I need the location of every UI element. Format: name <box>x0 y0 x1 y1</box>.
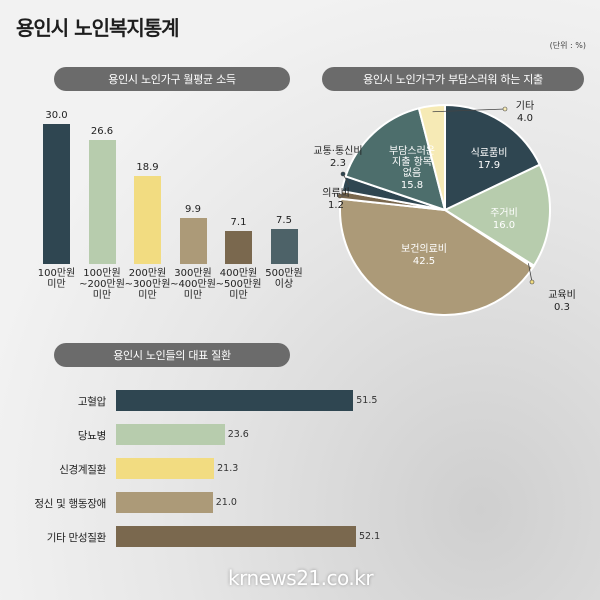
disease-value-label: 21.3 <box>217 463 239 474</box>
income-category-label: 100만원 ~200만원 미만 <box>79 268 125 301</box>
income-chart-title: 용인시 노인가구 월평균 소득 <box>54 67 290 91</box>
page-title: 용인시 노인복지통계 <box>16 16 180 40</box>
disease-category-label: 기타 만성질환 <box>46 532 107 544</box>
disease-chart-title: 용인시 노인들의 대표 질환 <box>54 343 290 367</box>
income-bar <box>270 229 298 264</box>
disease-value-label: 52.1 <box>359 531 381 542</box>
disease-category-label: 당뇨병 <box>77 430 106 442</box>
income-value-label: 7.1 <box>230 216 247 228</box>
income-value-label: 9.9 <box>185 203 201 215</box>
pie-leader-dot <box>340 171 346 177</box>
income-category-label: 500만원 이상 <box>265 268 303 290</box>
disease-value-label: 21.0 <box>215 497 237 508</box>
pie-value-label: 1.2 <box>328 200 344 211</box>
disease-value-label: 51.5 <box>356 395 378 406</box>
pie-label: 부담스러운 지출 항목 없음 <box>389 146 435 179</box>
disease-bar <box>116 458 215 479</box>
pie-label: 교통·통신비 <box>313 146 363 157</box>
pie-slice <box>444 103 542 212</box>
pie-leader-dot <box>337 193 343 199</box>
disease-bar <box>116 492 213 513</box>
income-bar <box>88 139 116 264</box>
pie-slice <box>339 197 535 316</box>
income-bar <box>43 124 70 264</box>
pie-value-label: 2.3 <box>330 158 346 169</box>
pie-label: 기타 <box>515 101 535 112</box>
pie-label: 교육비 <box>548 290 576 301</box>
disease-value-label: 23.6 <box>227 429 249 440</box>
pie-slice <box>417 103 446 211</box>
pie-label: 보건의료비 <box>401 244 447 255</box>
pie-slice <box>442 163 551 268</box>
pie-leader-line <box>432 108 506 113</box>
disease-category-label: 신경계질환 <box>59 464 106 476</box>
income-bar <box>134 175 161 264</box>
unit-label: (단위 : %) <box>549 41 586 50</box>
pie-value-label: 4.0 <box>517 113 533 124</box>
disease-category-label: 정신 및 행동장애 <box>34 498 106 510</box>
pie-leader-line <box>528 263 533 283</box>
income-category-label: 200만원 ~300만원 미만 <box>124 268 171 301</box>
income-category-label: 300만원 ~400만원 미만 <box>170 268 216 301</box>
disease-bar <box>116 390 354 411</box>
pie-value-label: 16.0 <box>492 220 516 231</box>
pie-label: 식료품비 <box>470 148 508 159</box>
pie-slice <box>344 107 447 212</box>
income-bar <box>225 230 252 264</box>
income-value-label: 18.9 <box>136 161 159 173</box>
pie-leader-dot <box>502 106 508 112</box>
disease-category-label: 고혈압 <box>77 396 106 408</box>
watermark: krnews21.co.kr <box>228 566 374 590</box>
disease-bar <box>116 424 225 445</box>
expense-pie-chart <box>337 103 551 316</box>
pie-value-label: 42.5 <box>412 256 436 267</box>
income-value-label: 30.0 <box>45 110 68 121</box>
pie-value-label: 15.8 <box>400 180 424 191</box>
income-category-label: 400만원 ~500만원 미만 <box>215 268 262 301</box>
disease-bar <box>116 526 356 547</box>
pie-label: 주거비 <box>490 208 518 219</box>
income-category-label: 100만원 미만 <box>37 268 76 290</box>
expense-chart-title: 용인시 노인가구가 부담스러워 하는 지출 <box>322 67 584 91</box>
income-bar <box>179 217 207 264</box>
income-value-label: 26.6 <box>90 125 114 137</box>
pie-value-label: 17.9 <box>477 160 501 171</box>
pie-label: 의류비 <box>322 188 350 199</box>
pie-leader-dot <box>529 279 535 285</box>
income-value-label: 7.5 <box>276 215 292 226</box>
pie-value-label: 0.3 <box>554 302 570 313</box>
